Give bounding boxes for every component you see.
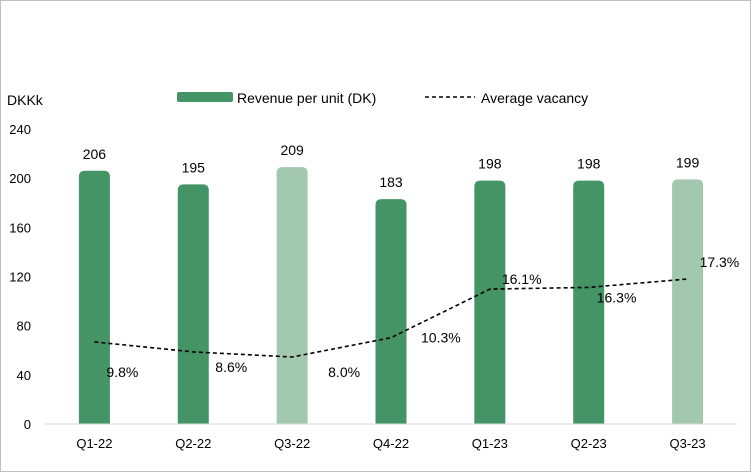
vacancy-value-label: 8.6% xyxy=(215,359,247,375)
x-tick-label: Q4-22 xyxy=(373,436,409,451)
y-axis: 0 40 80 120 160 200 240 xyxy=(9,122,31,432)
bar-value-label: 183 xyxy=(379,174,403,190)
legend-label-vacancy: Average vacancy xyxy=(481,90,588,106)
x-tick-label: Q3-22 xyxy=(274,436,310,451)
y-tick-label: 0 xyxy=(24,417,31,432)
bar-series xyxy=(78,167,704,424)
x-tick-label: Q1-23 xyxy=(472,436,508,451)
y-tick-label: 200 xyxy=(9,171,31,186)
legend-label-revenue: Revenue per unit (DK) xyxy=(237,90,376,106)
bar-q2-23 xyxy=(573,180,605,424)
x-axis: Q1-22 Q2-22 Q3-22 Q4-22 Q1-23 Q2-23 Q3-23 xyxy=(76,436,705,451)
bar-value-label: 209 xyxy=(280,142,304,158)
x-tick-label: Q1-22 xyxy=(76,436,112,451)
vacancy-line xyxy=(94,278,688,358)
bar-q1-22 xyxy=(78,170,110,424)
y-tick-label: 160 xyxy=(9,220,31,235)
legend: Revenue per unit (DK) Average vacancy xyxy=(177,90,588,106)
vacancy-value-label: 8.0% xyxy=(328,364,360,380)
y-tick-label: 240 xyxy=(9,122,31,137)
legend-swatch-revenue xyxy=(177,92,233,102)
bar-q1-23 xyxy=(474,180,506,424)
bar-value-label: 198 xyxy=(577,156,601,172)
vacancy-value-label: 9.8% xyxy=(106,364,138,380)
x-tick-label: Q2-23 xyxy=(571,436,607,451)
bar-q2-22 xyxy=(177,184,209,424)
bar-value-label: 206 xyxy=(83,146,107,162)
bar-data-labels: 206 195 209 183 198 198 199 xyxy=(83,142,700,190)
bar-q3-22 xyxy=(276,167,308,424)
vacancy-data-labels: 9.8% 8.6% 8.0% 10.3% 16.1% 16.3% 17.3% xyxy=(106,254,739,380)
vacancy-value-label: 17.3% xyxy=(700,254,740,270)
x-tick-label: Q3-23 xyxy=(670,436,706,451)
y-tick-label: 120 xyxy=(9,270,31,285)
bar-value-label: 195 xyxy=(182,159,206,175)
y-unit-label: DKKk xyxy=(7,92,44,108)
y-tick-label: 80 xyxy=(17,319,31,334)
bar-value-label: 199 xyxy=(676,154,700,170)
bar-q3-23 xyxy=(672,179,704,424)
bar-value-label: 198 xyxy=(478,156,502,172)
vacancy-value-label: 16.1% xyxy=(502,271,542,287)
x-tick-label: Q2-22 xyxy=(175,436,211,451)
bar-q4-22 xyxy=(375,199,407,424)
y-tick-label: 40 xyxy=(17,368,31,383)
vacancy-value-label: 16.3% xyxy=(597,289,637,305)
vacancy-value-label: 10.3% xyxy=(421,330,461,346)
